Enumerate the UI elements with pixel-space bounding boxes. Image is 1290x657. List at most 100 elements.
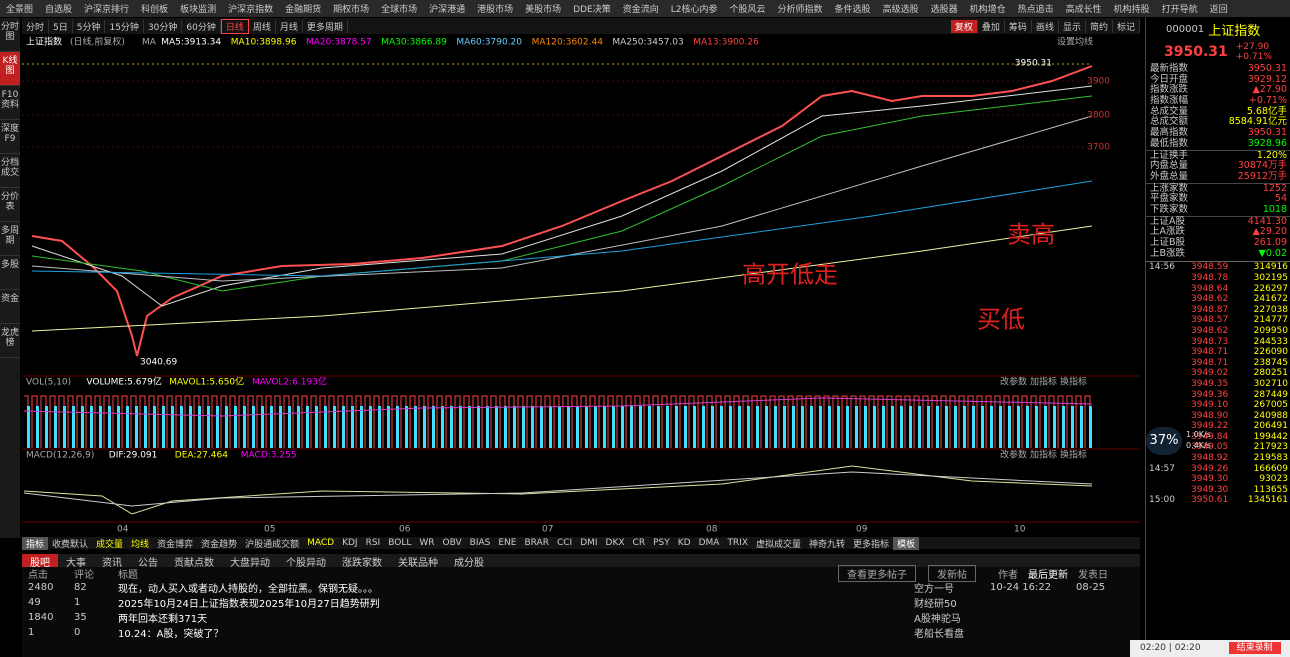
indicator-tab[interactable]: 虚拟成交量 xyxy=(756,539,802,550)
forum-tab[interactable]: 公告 xyxy=(138,558,158,569)
menu-item[interactable]: 返回 xyxy=(1209,5,1228,15)
indicator-tab[interactable]: CR xyxy=(632,538,646,548)
side-tab[interactable]: 分价表 xyxy=(0,188,20,222)
menu-item[interactable]: 金融期货 xyxy=(285,5,322,15)
period-button[interactable]: 分时 xyxy=(22,19,50,33)
forum-tab[interactable]: 贡献点数 xyxy=(174,558,214,569)
indicator-tab[interactable]: DMA xyxy=(698,538,720,548)
tool-button[interactable]: 显示 xyxy=(1059,19,1086,33)
side-tab[interactable]: 深度F9 xyxy=(0,120,20,154)
side-tab[interactable]: K线图 xyxy=(0,52,20,86)
side-tab[interactable]: 多股 xyxy=(0,256,20,290)
period-button[interactable]: 15分钟 xyxy=(105,19,144,33)
forum-tab[interactable]: 涨跌家数 xyxy=(342,558,382,569)
period-button[interactable]: 5分钟 xyxy=(73,19,106,33)
side-tab[interactable]: 龙虎榜 xyxy=(0,324,20,358)
tick-row: 3948.62 241672 xyxy=(1146,294,1290,305)
menu-item[interactable]: 自选股 xyxy=(45,5,73,15)
indicator-tab[interactable]: 资金趋势 xyxy=(201,539,238,550)
indicator-tab[interactable]: DKX xyxy=(605,538,625,548)
tool-button[interactable]: 叠加 xyxy=(978,19,1005,33)
forum-tab[interactable]: 大事 xyxy=(66,558,86,569)
period-button[interactable]: 30分钟 xyxy=(144,19,183,33)
forum-tab[interactable]: 股吧 xyxy=(22,554,58,569)
menu-item[interactable]: 板块监测 xyxy=(180,5,217,15)
menu-item[interactable]: 热点追击 xyxy=(1017,5,1054,15)
tool-button[interactable]: 筹码 xyxy=(1005,19,1032,33)
menu-item[interactable]: 沪深京排行 xyxy=(84,5,130,15)
indicator-tab[interactable]: CCI xyxy=(556,538,573,548)
menu-item[interactable]: 全球市场 xyxy=(381,5,418,15)
forum-button[interactable]: 查看更多帖子 xyxy=(838,565,916,582)
tick-price: 3948.71 xyxy=(1191,357,1229,368)
menu-item[interactable]: 科创板 xyxy=(141,5,169,15)
tool-button[interactable]: 画线 xyxy=(1032,19,1059,33)
post-cell[interactable]: 两年回本还剩371天 xyxy=(118,614,208,625)
side-tab[interactable]: 分档成交 xyxy=(0,154,20,188)
indicator-tab[interactable]: 模板 xyxy=(893,536,920,550)
menu-item[interactable]: 资金流向 xyxy=(622,5,659,15)
menu-item[interactable]: 沪深京指数 xyxy=(228,5,274,15)
side-tab[interactable]: 多周期 xyxy=(0,222,20,256)
indicator-tab[interactable]: BRAR xyxy=(524,538,549,548)
forum-tab[interactable]: 资讯 xyxy=(102,558,122,569)
menu-item[interactable]: 港股市场 xyxy=(477,5,514,15)
indicator-tab[interactable]: 均线 xyxy=(131,539,150,550)
indicator-tab[interactable]: TRIX xyxy=(727,538,749,548)
menu-item[interactable]: 高成长性 xyxy=(1065,5,1102,15)
menu-item[interactable]: 期权市场 xyxy=(333,5,370,15)
indicator-tab[interactable]: 资金博弈 xyxy=(157,539,194,550)
indicator-tab[interactable]: WR xyxy=(419,538,435,548)
period-button[interactable]: 月线 xyxy=(276,19,303,33)
indicator-tab[interactable]: 收费默认 xyxy=(52,539,89,550)
menu-item[interactable]: 机构增仓 xyxy=(969,5,1006,15)
indicator-tab[interactable]: PSY xyxy=(653,538,670,548)
menu-item[interactable]: 机构持股 xyxy=(1113,5,1150,15)
forum-tab[interactable]: 个股异动 xyxy=(286,558,326,569)
menu-item[interactable]: 选股器 xyxy=(930,5,958,15)
indicator-tab[interactable]: 神奇九转 xyxy=(809,539,846,550)
menu-item[interactable]: L2核心内参 xyxy=(670,5,718,15)
indicator-tab[interactable]: KD xyxy=(677,538,691,548)
menu-item[interactable]: DDE决策 xyxy=(573,5,611,15)
period-button[interactable]: 日线 xyxy=(220,18,249,34)
post-cell[interactable]: 现在，动人买入或者动人持股的，全部拉黑。保钢无疑。。。 xyxy=(118,584,378,595)
forum-tab[interactable]: 大盘异动 xyxy=(230,558,270,569)
indicator-tab[interactable]: 成交量 xyxy=(96,539,124,550)
menu-item[interactable]: 沪深港通 xyxy=(429,5,466,15)
indicator-tab[interactable]: 更多指标 xyxy=(853,539,890,550)
period-button[interactable]: 60分钟 xyxy=(182,19,221,33)
indicator-tab[interactable]: RSI xyxy=(365,538,381,548)
stop-button[interactable]: 结束录制 xyxy=(1228,642,1281,654)
menu-item[interactable]: 条件选股 xyxy=(834,5,871,15)
indicator-tab[interactable]: KDJ xyxy=(342,538,358,548)
indicator-tab[interactable]: OBV xyxy=(442,538,462,548)
menu-item[interactable]: 打开导航 xyxy=(1161,5,1198,15)
forum-tab[interactable]: 关联品种 xyxy=(398,558,438,569)
forum-tab[interactable]: 成分股 xyxy=(454,558,484,569)
menu-item[interactable]: 高级选股 xyxy=(882,5,919,15)
tool-button[interactable]: 复权 xyxy=(950,19,978,33)
menu-item[interactable]: 美股市场 xyxy=(525,5,562,15)
indicator-tab[interactable]: MACD xyxy=(307,538,335,548)
menu-item[interactable]: 全景图 xyxy=(6,5,34,15)
post-cell[interactable]: 2025年10月24日上证指数表现2025年10月27日趋势研判 xyxy=(118,599,380,610)
side-tab[interactable]: 资金 xyxy=(0,290,20,324)
indicator-tab[interactable]: 沪股通成交额 xyxy=(245,539,300,550)
indicator-tab[interactable]: BOLL xyxy=(388,538,412,548)
menu-item[interactable]: 分析师指数 xyxy=(777,5,823,15)
period-button[interactable]: 更多周期 xyxy=(303,19,348,33)
indicator-tab[interactable]: 指标 xyxy=(22,536,49,550)
post-cell[interactable]: 10.24：A股，突破了？ xyxy=(118,629,224,640)
menu-item[interactable]: 个股风云 xyxy=(729,5,766,15)
period-button[interactable]: 周线 xyxy=(249,19,276,33)
indicator-tab[interactable]: BIAS xyxy=(469,538,491,548)
forum-button[interactable]: 发新帖 xyxy=(928,565,976,582)
tool-button[interactable]: 简约 xyxy=(1086,19,1113,33)
tool-button[interactable]: 标记 xyxy=(1113,19,1140,33)
indicator-tab[interactable]: ENE xyxy=(498,538,517,548)
indicator-tab[interactable]: DMI xyxy=(580,538,598,548)
side-tab[interactable]: F10资料 xyxy=(0,86,20,120)
period-button[interactable]: 5日 xyxy=(49,19,73,33)
side-tab[interactable]: 分时图 xyxy=(0,18,20,52)
